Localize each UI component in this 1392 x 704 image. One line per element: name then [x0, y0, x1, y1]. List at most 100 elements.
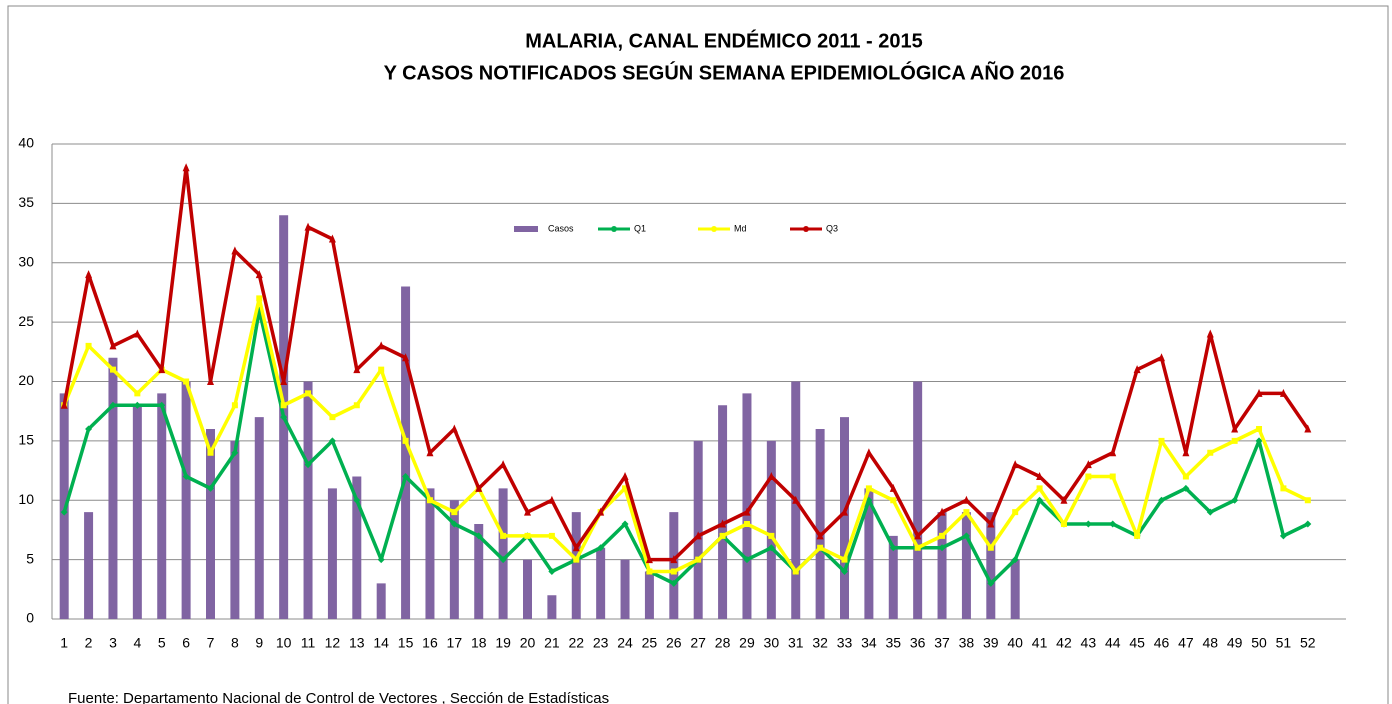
line-marker	[695, 556, 702, 563]
line-marker	[621, 472, 629, 480]
line-marker	[646, 568, 653, 575]
x-tick-label: 52	[1300, 635, 1316, 651]
line-marker	[963, 509, 970, 516]
bar	[84, 512, 94, 619]
line-marker	[426, 497, 433, 504]
line-series	[62, 296, 1309, 574]
line-marker	[207, 484, 214, 492]
line-marker	[1279, 532, 1287, 540]
line-marker	[158, 401, 166, 409]
x-tick-label: 45	[1129, 635, 1145, 651]
line-marker	[328, 234, 336, 243]
line-marker	[182, 163, 190, 172]
source-note: Fuente: Departamento Nacional de Control…	[68, 690, 609, 704]
line-marker	[231, 246, 239, 255]
bar	[181, 381, 191, 619]
line-marker	[1011, 460, 1019, 469]
line-marker	[743, 556, 751, 564]
bar	[1010, 559, 1020, 619]
line-marker	[183, 378, 190, 385]
line-marker	[60, 508, 68, 516]
line-marker	[1036, 485, 1043, 492]
line-marker	[377, 341, 385, 350]
line-marker	[914, 544, 921, 551]
y-tick-label: 20	[18, 372, 34, 388]
x-tick-label: 31	[788, 635, 804, 651]
y-tick-label: 25	[18, 313, 34, 329]
y-tick-label: 0	[26, 610, 34, 626]
line-marker	[1011, 556, 1019, 564]
x-tick-label: 34	[861, 635, 877, 651]
line-marker	[353, 402, 360, 409]
x-tick-label: 41	[1032, 635, 1048, 651]
line-marker	[1304, 497, 1311, 504]
x-tick-label: 13	[349, 635, 365, 651]
x-tick-label: 21	[544, 635, 560, 651]
line-marker	[450, 520, 458, 528]
line-marker	[524, 532, 531, 539]
x-tick-label: 33	[837, 635, 853, 651]
line-marker	[1012, 509, 1019, 516]
line-marker	[841, 556, 848, 563]
x-tick-label: 24	[617, 635, 633, 651]
line-marker	[1109, 473, 1116, 480]
y-tick-label: 35	[18, 194, 34, 210]
line-marker	[475, 483, 483, 492]
line-marker	[670, 579, 678, 587]
line-marker	[597, 507, 605, 516]
line-marker	[1060, 521, 1067, 527]
x-tick-label: 1	[60, 635, 68, 651]
line-marker	[207, 377, 214, 385]
x-tick-label: 22	[568, 635, 584, 651]
line-marker	[426, 448, 434, 457]
line-marker	[865, 448, 873, 457]
bar	[254, 417, 264, 619]
legend-label: Q3	[826, 223, 838, 233]
line-marker	[1036, 472, 1044, 480]
line-marker	[1109, 448, 1117, 457]
line-marker	[378, 366, 385, 373]
line-marker	[134, 390, 141, 397]
line-marker	[158, 365, 166, 374]
bar	[352, 476, 362, 619]
x-tick-label: 20	[520, 635, 536, 651]
x-tick-label: 4	[133, 635, 141, 651]
line-marker	[1182, 484, 1190, 492]
line-marker	[1255, 437, 1263, 445]
line-marker	[353, 365, 361, 374]
x-tick-label: 47	[1178, 635, 1194, 651]
line-marker	[1036, 496, 1044, 504]
line-marker	[109, 341, 117, 350]
bar	[986, 512, 996, 619]
bar	[376, 583, 386, 619]
legend-marker	[803, 226, 809, 232]
x-tick-label: 35	[885, 635, 901, 651]
line-marker	[1231, 424, 1239, 433]
line-marker	[305, 390, 312, 397]
line-marker	[499, 556, 507, 564]
x-tick-label: 2	[85, 635, 93, 651]
line-marker	[548, 495, 556, 504]
line-marker	[1158, 353, 1165, 362]
line-marker	[60, 400, 68, 409]
line-marker	[670, 555, 678, 564]
x-tick-label: 15	[398, 635, 414, 651]
line-marker	[402, 353, 410, 362]
line-marker	[304, 222, 312, 231]
bar	[303, 381, 313, 619]
line-marker	[1279, 388, 1287, 397]
bar	[864, 488, 874, 619]
line-marker	[329, 414, 336, 421]
line-marker	[597, 544, 605, 552]
line-marker	[524, 507, 531, 516]
bar	[498, 488, 508, 619]
line-marker	[1207, 449, 1214, 456]
bar	[157, 393, 167, 619]
bar	[596, 547, 606, 619]
bar	[230, 440, 240, 619]
line-marker	[1060, 495, 1068, 504]
line-marker	[938, 507, 946, 516]
line-marker	[402, 473, 410, 480]
x-tick-label: 23	[593, 635, 609, 651]
x-tick-label: 46	[1154, 635, 1170, 651]
